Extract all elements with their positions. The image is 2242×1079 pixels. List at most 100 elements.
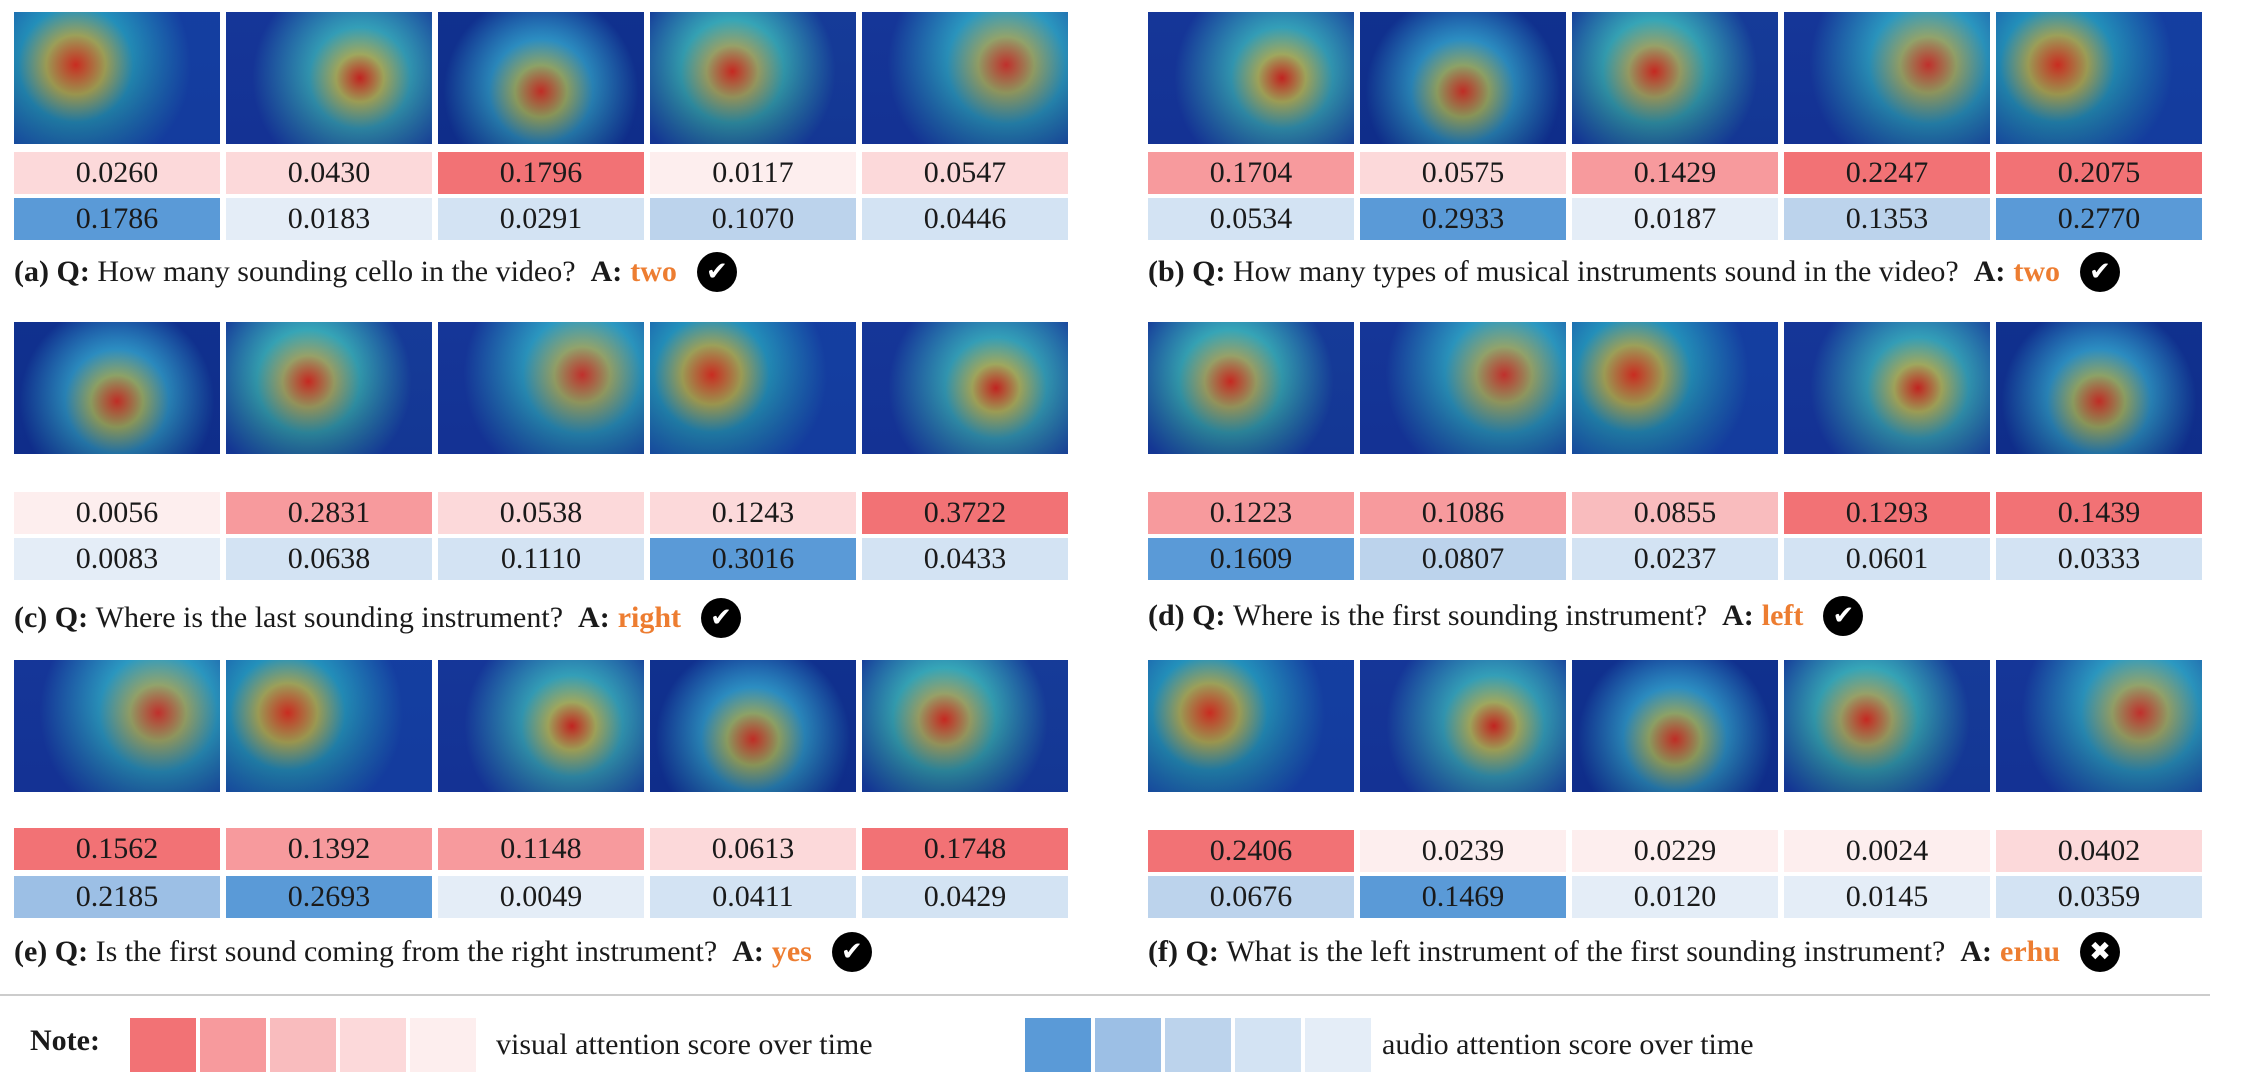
divider [0, 994, 2210, 996]
panel-letter: (f) [1148, 935, 1178, 968]
heatmap-frame [1148, 660, 1354, 792]
visual-score-cell: 0.1392 [226, 828, 432, 870]
audio-score-cell: 0.0237 [1572, 538, 1778, 580]
answer-text: erhu [2000, 935, 2061, 968]
heatmap-frame [650, 322, 856, 454]
visual-score-cell: 0.0239 [1360, 830, 1566, 872]
check-icon: ✔ [696, 252, 737, 292]
question-label: Q: [1192, 255, 1226, 288]
caption: (d) Q: Where is the first sounding instr… [1148, 596, 1864, 636]
visual-score-cell: 0.2075 [1996, 152, 2202, 194]
audio-score-cell: 0.1110 [438, 538, 644, 580]
audio-score-cell: 0.2693 [226, 876, 432, 918]
audio-score-cell: 0.1070 [650, 198, 856, 240]
answer-label: A: [578, 601, 610, 634]
heatmap-frame [14, 12, 220, 144]
heatmap-frame [226, 660, 432, 792]
heatmap-frames [1148, 12, 2202, 144]
heatmap-frame [1572, 12, 1778, 144]
panel-letter: (d) [1148, 599, 1185, 632]
panel-letter: (a) [14, 255, 49, 288]
heatmap-frame [438, 12, 644, 144]
check-icon: ✔ [1823, 596, 1864, 636]
heatmap-frame [14, 660, 220, 792]
visual-legend-swatch [410, 1018, 476, 1072]
audio-score-cell: 0.1609 [1148, 538, 1354, 580]
audio-score-cell: 0.2185 [14, 876, 220, 918]
heatmap-frame [1996, 322, 2202, 454]
caption: (a) Q: How many sounding cello in the vi… [14, 252, 737, 292]
answer-label: A: [1722, 599, 1754, 632]
audio-score-cell: 0.0638 [226, 538, 432, 580]
visual-score-cell: 0.1796 [438, 152, 644, 194]
visual-score-row: 0.1223 0.1086 0.0855 0.1293 0.1439 [1148, 492, 2202, 534]
question-text: How many types of musical instruments so… [1233, 255, 1959, 288]
audio-score-cell: 0.0676 [1148, 876, 1354, 918]
heatmap-frame [1996, 660, 2202, 792]
question-text: What is the left instrument of the first… [1226, 935, 1946, 968]
audio-legend-swatch [1025, 1018, 1091, 1072]
audio-score-cell: 0.0601 [1784, 538, 1990, 580]
audio-score-cell: 0.0083 [14, 538, 220, 580]
note-label: Note: [30, 1024, 100, 1057]
visual-score-cell: 0.0430 [226, 152, 432, 194]
question-text: How many sounding cello in the video? [97, 255, 576, 288]
heatmap-frame [14, 322, 220, 454]
heatmap-frame [438, 660, 644, 792]
check-icon: ✔ [2080, 252, 2121, 292]
check-icon: ✔ [831, 932, 872, 972]
cross-icon: ✖ [2080, 932, 2121, 972]
heatmap-frames [14, 660, 1068, 792]
audio-legend [1025, 1018, 1371, 1072]
heatmap-frame [226, 322, 432, 454]
question-label: Q: [56, 255, 90, 288]
question-label: Q: [54, 601, 89, 634]
audio-score-cell: 0.0411 [650, 876, 856, 918]
visual-score-cell: 0.0229 [1572, 830, 1778, 872]
heatmap-frame [1784, 12, 1990, 144]
audio-legend-swatch [1095, 1018, 1161, 1072]
visual-score-cell: 0.0613 [650, 828, 856, 870]
heatmap-frames [14, 12, 1068, 144]
visual-legend-swatch [200, 1018, 266, 1072]
caption: (e) Q: Is the first sound coming from th… [14, 932, 872, 972]
visual-score-cell: 0.1704 [1148, 152, 1354, 194]
visual-score-cell: 0.1086 [1360, 492, 1566, 534]
heatmap-frame [1784, 322, 1990, 454]
audio-score-cell: 0.2933 [1360, 198, 1566, 240]
visual-score-cell: 0.1148 [438, 828, 644, 870]
heatmap-frame [862, 322, 1068, 454]
visual-legend [130, 1018, 476, 1072]
visual-score-cell: 0.2406 [1148, 830, 1354, 872]
visual-score-cell: 0.2247 [1784, 152, 1990, 194]
heatmap-frame [1360, 322, 1566, 454]
visual-score-cell: 0.0024 [1784, 830, 1990, 872]
caption: (c) Q: Where is the last sounding instru… [14, 598, 742, 638]
audio-score-cell: 0.1353 [1784, 198, 1990, 240]
audio-score-row: 0.0676 0.1469 0.0120 0.0145 0.0359 [1148, 876, 2202, 918]
visual-score-cell: 0.0117 [650, 152, 856, 194]
heatmap-frame [1148, 12, 1354, 144]
heatmap-frame [1996, 12, 2202, 144]
audio-score-cell: 0.0145 [1784, 876, 1990, 918]
panel-letter: (c) [14, 601, 48, 634]
answer-label: A: [732, 935, 764, 968]
audio-score-cell: 0.0333 [1996, 538, 2202, 580]
audio-legend-text: audio attention score over time [1382, 1028, 1754, 1061]
question-text: Where is the first sounding instrument? [1233, 599, 1708, 632]
heatmap-frame [650, 12, 856, 144]
panel-letter: (e) [14, 935, 48, 968]
visual-legend-swatch [270, 1018, 336, 1072]
audio-score-row: 0.0534 0.2933 0.0187 0.1353 0.2770 [1148, 198, 2202, 240]
visual-score-cell: 0.1293 [1784, 492, 1990, 534]
visual-score-cell: 0.1439 [1996, 492, 2202, 534]
heatmap-frame [1148, 322, 1354, 454]
visual-score-cell: 0.1429 [1572, 152, 1778, 194]
question-label: Q: [1192, 599, 1226, 632]
visual-score-row: 0.1704 0.0575 0.1429 0.2247 0.2075 [1148, 152, 2202, 194]
answer-label: A: [590, 255, 623, 288]
audio-score-cell: 0.0359 [1996, 876, 2202, 918]
answer-text: left [1761, 599, 1804, 632]
visual-score-cell: 0.0538 [438, 492, 644, 534]
visual-score-cell: 0.0402 [1996, 830, 2202, 872]
